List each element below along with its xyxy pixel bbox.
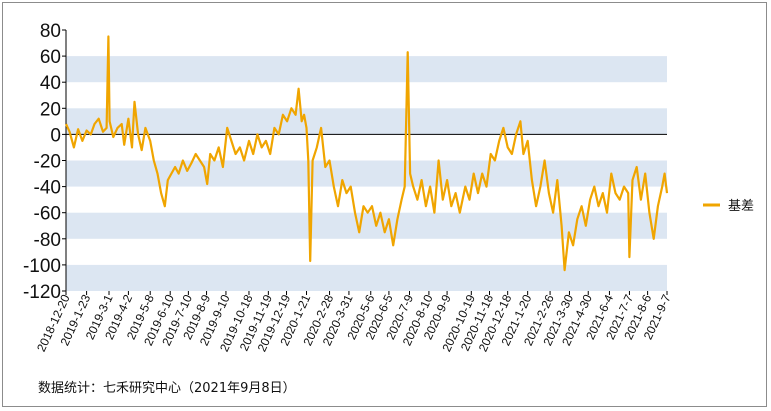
x-axis: 2018-12-202019-1-232019-3-12019-4-22019-… xyxy=(34,291,674,354)
series-line-basis xyxy=(65,35,669,272)
y-tick-label: 40 xyxy=(40,73,61,94)
legend-label: 基差 xyxy=(728,199,754,214)
grid-band xyxy=(66,264,667,291)
y-tick-label: -40 xyxy=(34,178,61,199)
y-tick-label: 80 xyxy=(40,21,61,42)
y-axis: 80 60 40 20 0 -20 -40 -60 -80 -100 -120 xyxy=(23,21,667,303)
y-tick-label: -120 xyxy=(23,282,61,303)
grid-band xyxy=(66,160,667,187)
y-tick-label: -80 xyxy=(34,230,61,251)
y-tick-label: 20 xyxy=(40,99,61,120)
grid-band xyxy=(66,108,667,135)
y-tick-label: -100 xyxy=(23,256,61,277)
y-tick-label: -20 xyxy=(34,152,61,173)
y-tick-label: 0 xyxy=(50,125,61,146)
series-lines xyxy=(65,35,669,272)
y-tick-label: -60 xyxy=(34,204,61,225)
y-tick-label: 60 xyxy=(40,47,61,68)
grid-bands xyxy=(66,56,667,291)
grid-band xyxy=(66,212,667,239)
source-note: 数据统计：七禾研究中心（2021年9月8日） xyxy=(38,381,296,396)
legend: 基差 xyxy=(703,199,754,214)
grid-band xyxy=(66,56,667,83)
